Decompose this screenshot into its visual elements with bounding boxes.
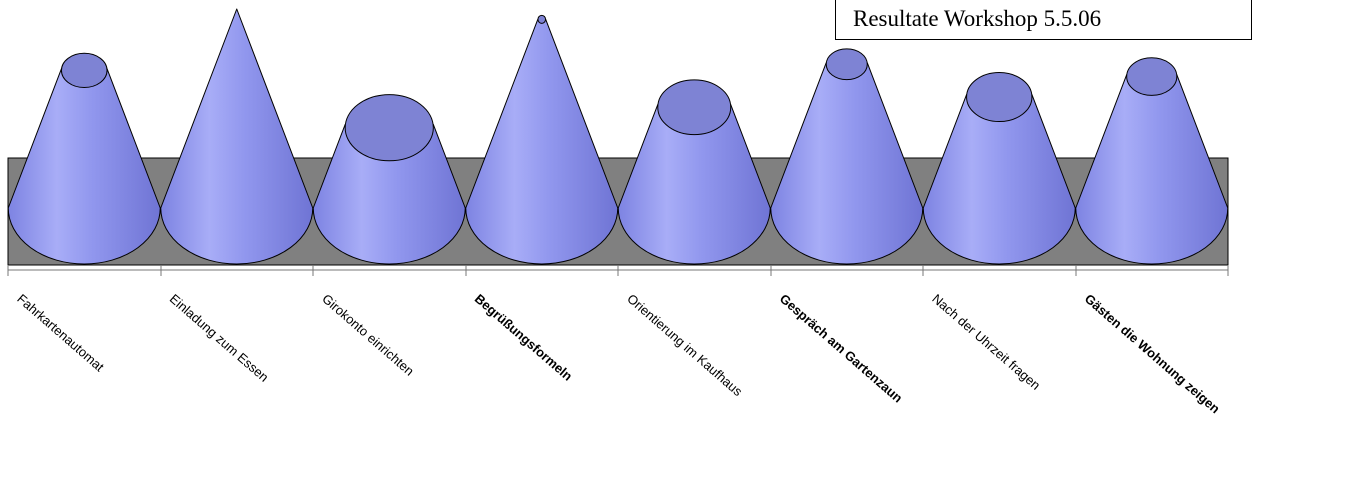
- cone-top: [537, 14, 547, 24]
- cone-top: [1126, 57, 1178, 96]
- cone-3: [312, 94, 466, 265]
- cone-6: [770, 48, 924, 265]
- chart-title: Resultate Workshop 5.5.06: [835, 0, 1252, 40]
- cone-2: [160, 8, 314, 265]
- category-label: Girokonto einrichten: [319, 291, 417, 379]
- category-label: Gespräch am Gartenzaun: [777, 291, 906, 406]
- cone-body: [770, 62, 924, 265]
- cone-body: [922, 94, 1076, 265]
- cone-body: [465, 18, 619, 265]
- cone-body: [312, 123, 466, 265]
- category-label: Begrüßungsformeln: [472, 291, 576, 384]
- cone-top: [60, 52, 108, 89]
- cone-4: [465, 14, 619, 265]
- cone-1: [7, 52, 161, 265]
- cone-body: [1075, 74, 1229, 265]
- cone-7: [922, 72, 1076, 265]
- cone-top: [966, 72, 1033, 123]
- cone-body: [160, 8, 314, 265]
- cone-8: [1075, 57, 1229, 265]
- cone-top: [657, 79, 732, 136]
- category-label: Fahrkartenautomat: [14, 291, 107, 375]
- cone-5: [617, 79, 771, 265]
- cone-body: [7, 68, 161, 265]
- category-label: Nach der Uhrzeit fragen: [929, 291, 1043, 393]
- category-label: Gästen die Wohnung zeigen: [1082, 291, 1223, 416]
- category-label: Orientierung im Kaufhaus: [624, 291, 745, 399]
- cone-top: [825, 48, 868, 81]
- cone-body: [617, 104, 771, 265]
- category-label: Einladung zum Essen: [167, 291, 272, 385]
- cone-top: [344, 94, 434, 162]
